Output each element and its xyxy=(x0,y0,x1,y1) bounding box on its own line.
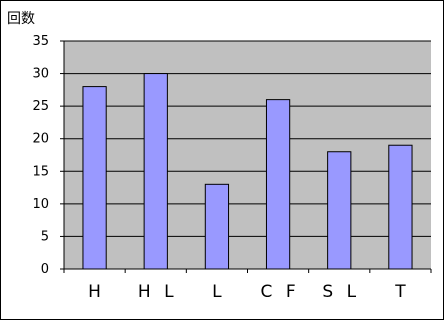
y-tick-label: 0 xyxy=(41,262,49,277)
bar-hl xyxy=(143,73,168,270)
x-tick-label: C F xyxy=(261,282,300,302)
y-tick-label: 15 xyxy=(32,164,49,179)
x-tick-label: H xyxy=(88,282,105,302)
x-tick-label: S L xyxy=(322,282,360,302)
x-tick-label: H L xyxy=(138,282,178,302)
x-tick-label: L xyxy=(212,282,225,302)
y-tick-label: 30 xyxy=(32,67,49,82)
bar-cf xyxy=(265,99,291,270)
x-tick-label: T xyxy=(394,282,409,302)
plot-area: 0 5 10 15 20 25 30 35 H H L L C F S L T xyxy=(32,34,432,302)
y-tick-label: 5 xyxy=(41,229,49,244)
plot-background xyxy=(64,41,431,269)
y-tick-label: 10 xyxy=(32,197,49,212)
bar-l xyxy=(204,183,230,270)
bar-t xyxy=(388,144,413,270)
y-tick-label: 20 xyxy=(32,132,49,147)
y-tick-label: 35 xyxy=(32,34,49,49)
bar-h xyxy=(82,86,107,270)
bar-sl xyxy=(327,151,352,270)
y-tick-label: 25 xyxy=(32,99,49,114)
y-axis-label: 回数 xyxy=(7,11,35,27)
